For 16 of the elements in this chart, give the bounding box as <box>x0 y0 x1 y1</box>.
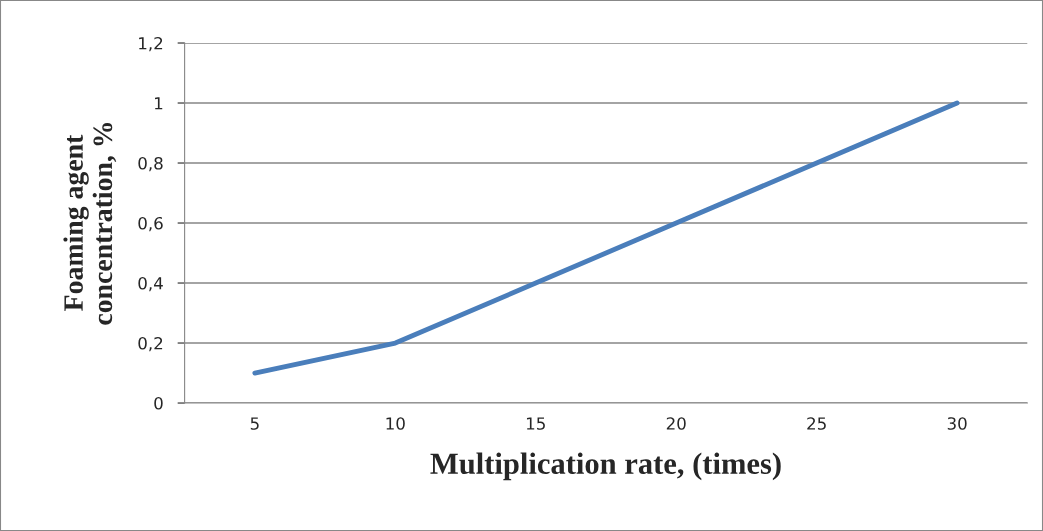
y-tick-label: 0,6 <box>138 216 163 232</box>
x-tick-label: 10 <box>386 417 405 430</box>
x-tick-label: 20 <box>666 417 686 430</box>
x-tick-label: 5 <box>250 417 259 430</box>
y-tick-label: 1 <box>155 97 163 110</box>
x-tick-label: 15 <box>526 417 545 430</box>
y-axis-title: Foaming agent concentration, % <box>63 123 117 325</box>
line-series <box>252 100 960 376</box>
y-tick-label: 1,2 <box>139 36 163 52</box>
x-tick-label: 25 <box>807 417 826 430</box>
y-tick-label: 0,8 <box>138 156 163 172</box>
x-tick-label: 30 <box>947 417 967 430</box>
y-tick-label: 0,4 <box>138 276 163 292</box>
y-tick-label: 0,2 <box>138 336 163 352</box>
x-axis-title: Multiplication rate, (times) <box>430 452 781 481</box>
y-tick-label: 0 <box>154 396 163 410</box>
